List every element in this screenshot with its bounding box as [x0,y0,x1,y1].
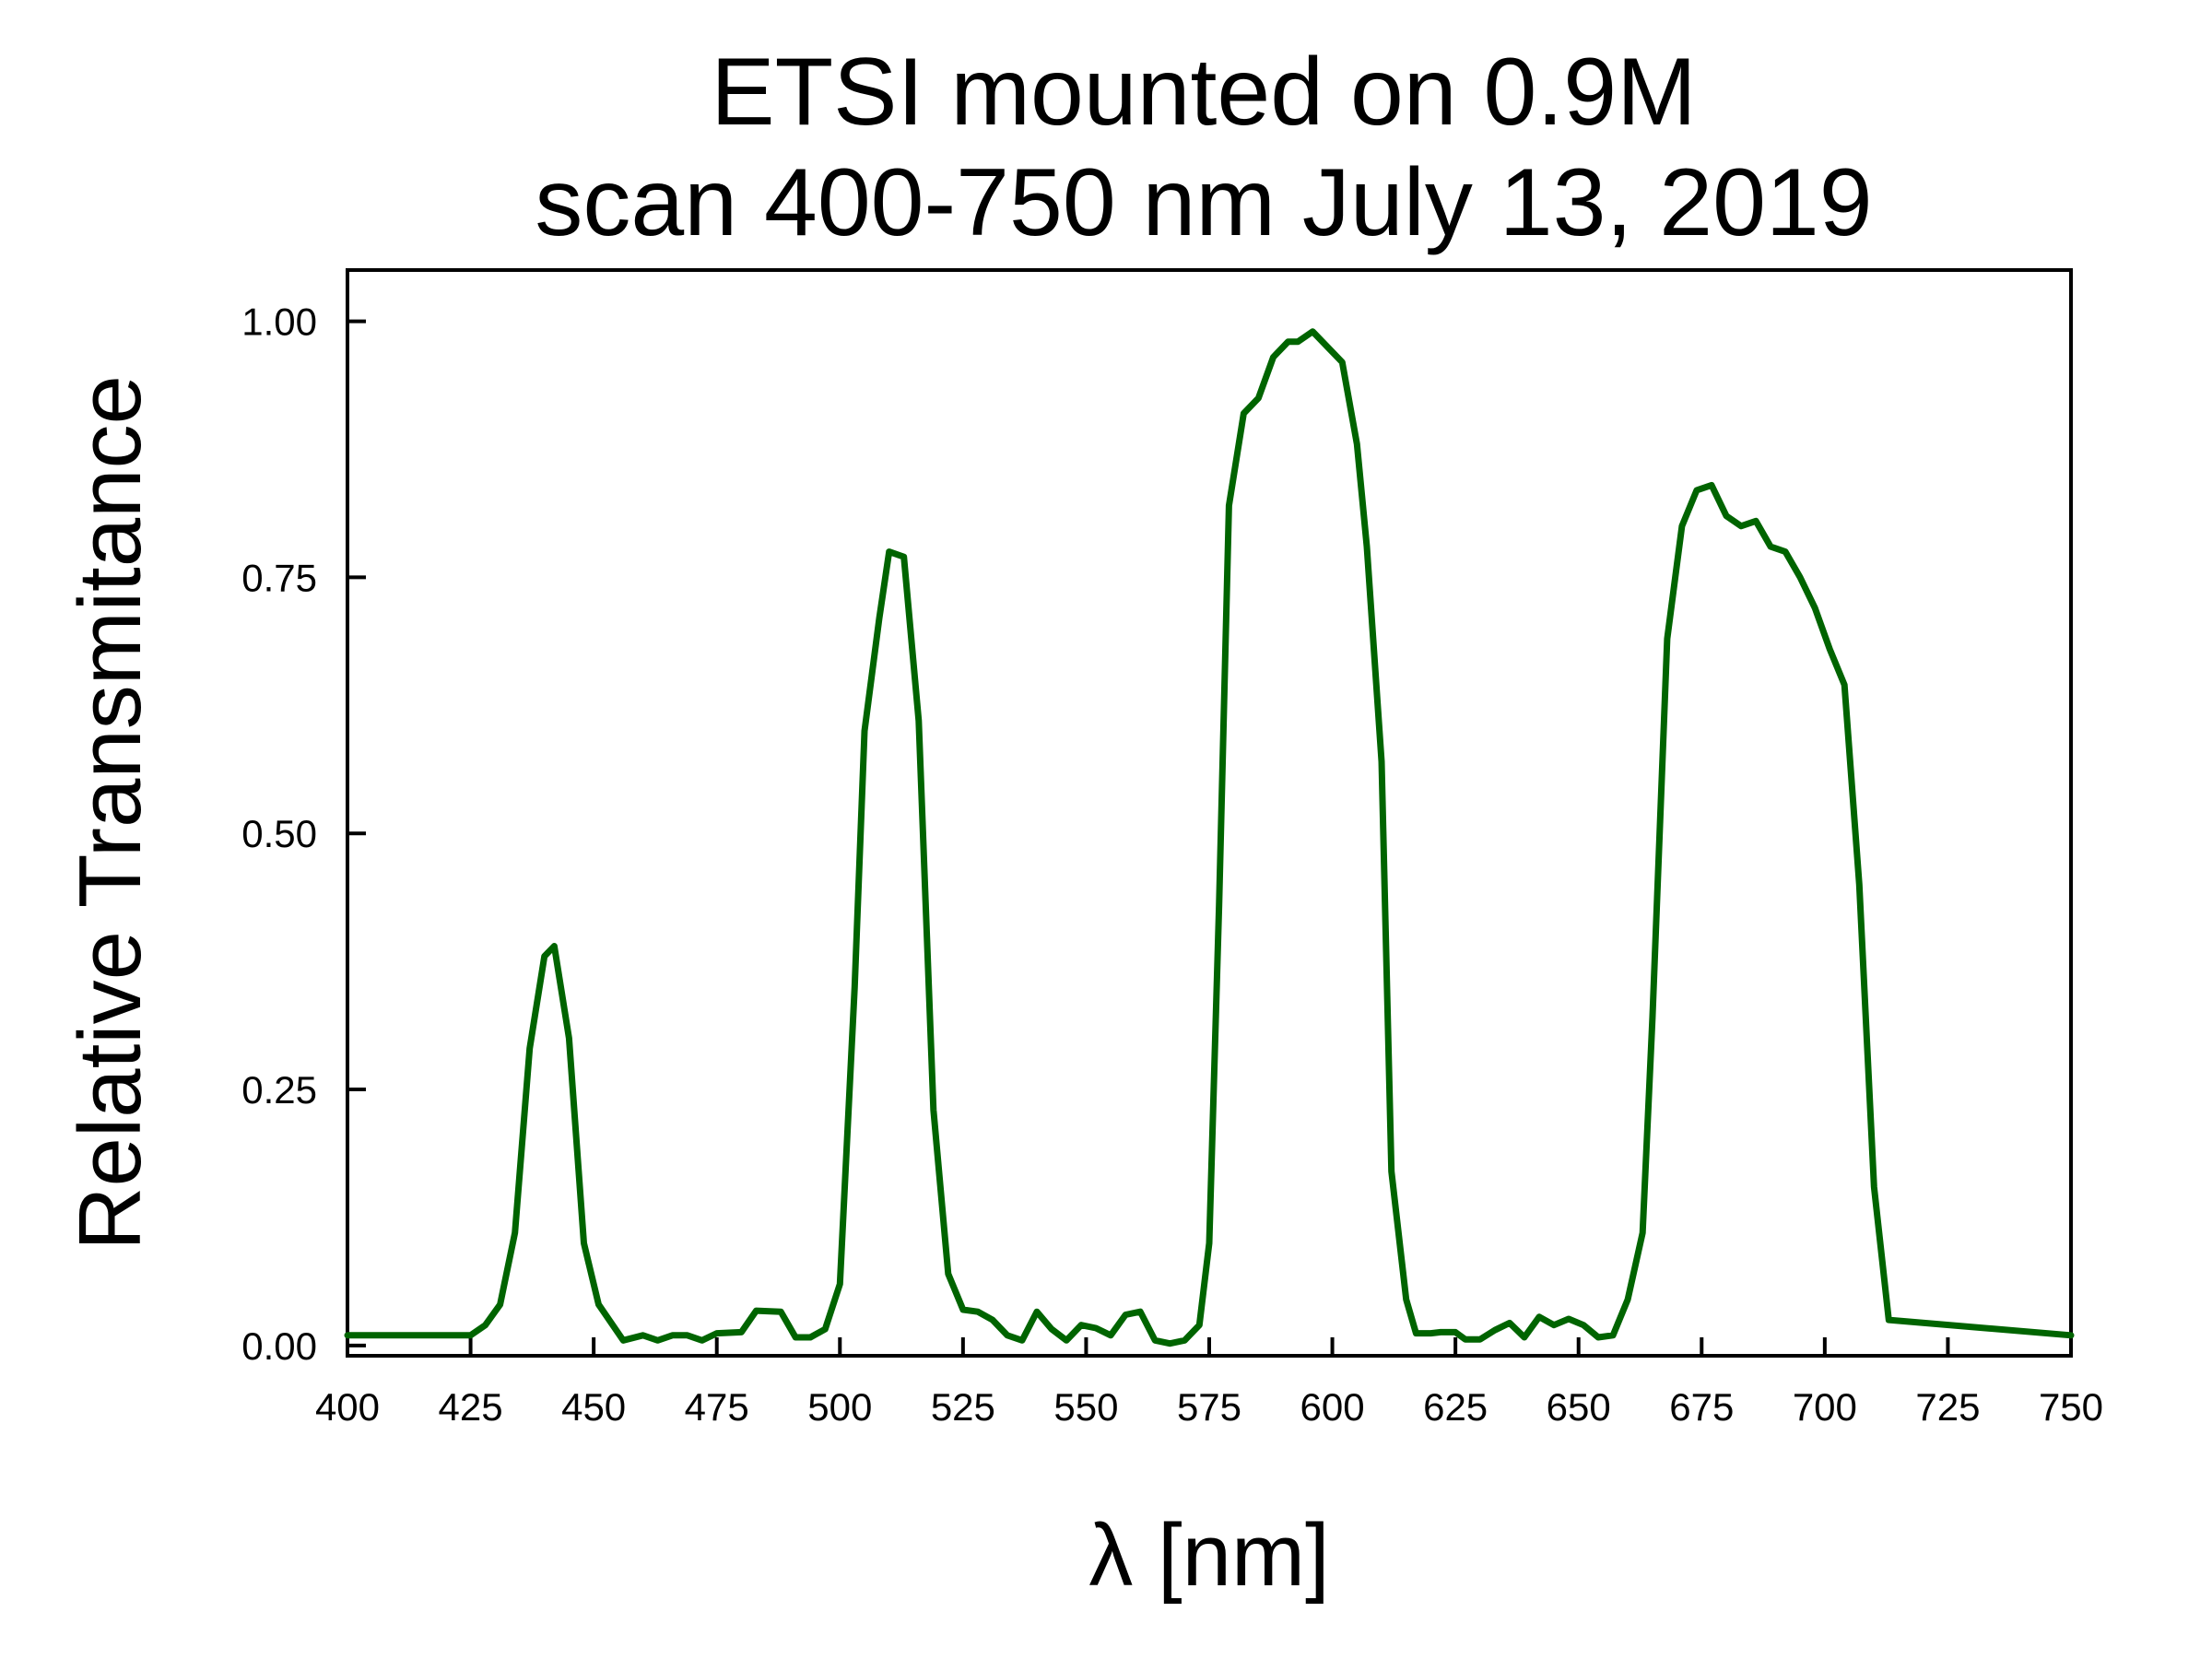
x-tick-label: 400 [315,1385,380,1429]
x-tick-label: 725 [1915,1385,1980,1429]
x-tick-label: 500 [807,1385,872,1429]
chart-title-line-1: ETSI mounted on 0.9M [711,39,1696,146]
x-tick-label: 425 [439,1385,503,1429]
y-tick-label: 0.75 [241,556,317,599]
x-tick-label: 475 [685,1385,749,1429]
y-tick-label: 1.00 [241,300,317,344]
series-line-0 [344,328,2075,1347]
x-tick-label: 750 [2039,1385,2103,1429]
x-axis-label: λ [nm] [1088,1506,1329,1605]
x-tick-label: 450 [561,1385,626,1429]
chart-title-line-2: scan 400-750 nm July 13, 2019 [535,149,1872,256]
x-tick-label: 600 [1300,1385,1365,1429]
series-group [344,328,2075,1347]
x-tick-label: 525 [931,1385,995,1429]
y-tick-label: 0.00 [241,1324,317,1368]
y-axis-label: Relative Transmitance [61,375,159,1251]
x-tick-label: 625 [1423,1385,1488,1429]
y-tick-label: 0.25 [241,1068,317,1112]
x-tick-label: 650 [1547,1385,1611,1429]
x-axis-ticks: 400 425 450 475 500 525 550 575 600 625 650 675 700 7… [315,1337,2103,1429]
x-tick-label: 675 [1669,1385,1734,1429]
y-axis-ticks: 0.00 0.25 0.50 0.75 1.00 [241,300,366,1368]
x-tick-label: 575 [1177,1385,1241,1429]
x-tick-label: 550 [1053,1385,1118,1429]
y-tick-label: 0.50 [241,812,317,855]
x-tick-label: 700 [1793,1385,1857,1429]
chart-title: ETSI mounted on 0.9M scan 400-750 nm Jul… [535,39,1872,256]
